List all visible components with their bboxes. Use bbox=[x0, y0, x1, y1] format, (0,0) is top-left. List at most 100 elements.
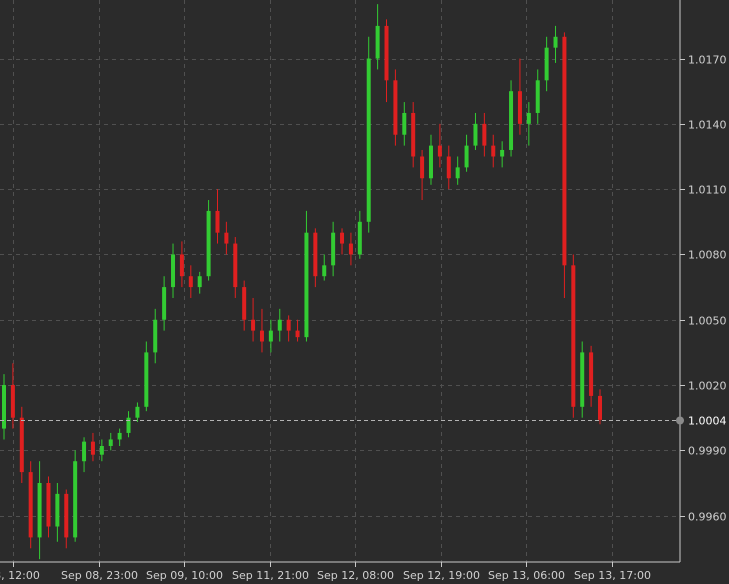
candle bbox=[598, 389, 602, 425]
candle-body bbox=[10, 385, 15, 418]
candle-body bbox=[420, 156, 425, 179]
candle-body bbox=[304, 232, 309, 338]
candle bbox=[428, 134, 433, 185]
candle bbox=[295, 319, 300, 342]
candle-body bbox=[37, 482, 42, 538]
candle-body bbox=[402, 112, 407, 135]
candle-body bbox=[286, 319, 291, 331]
candle bbox=[446, 145, 451, 190]
candle bbox=[366, 36, 371, 233]
candle-body bbox=[544, 47, 549, 81]
candle-body bbox=[598, 395, 602, 420]
y-tick-label: 1.0170 bbox=[688, 54, 727, 67]
candle-body bbox=[589, 352, 594, 396]
candle-body bbox=[259, 330, 264, 342]
candle-body bbox=[455, 167, 460, 179]
candle-body bbox=[171, 254, 176, 288]
candle bbox=[259, 308, 264, 353]
x-tick-label: Sep 12, 19:00 bbox=[403, 569, 480, 582]
candle-body bbox=[473, 123, 478, 146]
candle bbox=[135, 402, 140, 423]
candle-body bbox=[90, 441, 95, 455]
candle bbox=[242, 280, 247, 331]
candle bbox=[233, 237, 238, 298]
candle bbox=[437, 123, 442, 168]
candle bbox=[10, 363, 15, 429]
candle-body bbox=[268, 330, 273, 342]
candle bbox=[126, 411, 131, 438]
candle-body bbox=[82, 441, 87, 462]
candle-body bbox=[144, 352, 149, 407]
candle-body bbox=[126, 417, 131, 433]
candle bbox=[384, 19, 389, 103]
x-axis-ticks: 08, 12:00 Sep 08, 23:00 Sep 09, 10:00 Sep 1… bbox=[0, 562, 651, 582]
candle bbox=[37, 461, 42, 560]
candle bbox=[171, 243, 176, 298]
candle-body bbox=[73, 461, 78, 538]
candle bbox=[526, 102, 531, 146]
candle-body bbox=[580, 352, 585, 407]
candle bbox=[482, 112, 487, 157]
candle bbox=[144, 341, 149, 412]
candle bbox=[509, 80, 514, 157]
x-tick-label: Sep 13, 06:00 bbox=[488, 569, 565, 582]
candle-body bbox=[517, 91, 522, 124]
candle-body bbox=[562, 36, 567, 266]
candle-body bbox=[366, 58, 371, 222]
y-tick-label: 1.0140 bbox=[688, 119, 727, 132]
candle bbox=[19, 406, 24, 483]
candle-body bbox=[393, 80, 398, 135]
candle bbox=[473, 112, 478, 150]
candle bbox=[313, 228, 318, 288]
candle bbox=[28, 461, 33, 549]
candle-body bbox=[206, 210, 211, 277]
y-tick-label: 1.0080 bbox=[688, 249, 727, 262]
candle-body bbox=[553, 36, 558, 48]
y-tick-label: 0.9990 bbox=[688, 445, 727, 458]
candle bbox=[553, 25, 558, 63]
x-tick-label: Sep 11, 21:00 bbox=[232, 569, 309, 582]
candle bbox=[82, 437, 87, 473]
candle bbox=[197, 271, 202, 294]
candle-body bbox=[348, 243, 353, 255]
candles bbox=[2, 4, 602, 560]
candle bbox=[580, 341, 585, 418]
candle-body bbox=[340, 232, 345, 244]
candle-body bbox=[482, 123, 487, 146]
candle bbox=[340, 228, 345, 255]
candle-body bbox=[464, 145, 469, 168]
y-tick-label: 1.0020 bbox=[688, 380, 727, 393]
candle-body bbox=[224, 232, 229, 244]
candle bbox=[55, 482, 60, 542]
candle bbox=[348, 232, 353, 266]
candle-body bbox=[19, 417, 24, 473]
candle bbox=[393, 69, 398, 146]
candle-body bbox=[242, 287, 247, 320]
candle bbox=[277, 308, 282, 342]
candle-body bbox=[375, 25, 380, 59]
candle bbox=[64, 489, 69, 549]
y-tick-label: 1.0050 bbox=[688, 315, 727, 328]
candle bbox=[90, 432, 95, 462]
candle bbox=[491, 134, 496, 168]
current-price-label: 1.0004 bbox=[688, 415, 727, 428]
candle bbox=[322, 254, 327, 281]
candle-body bbox=[384, 25, 389, 81]
candle bbox=[517, 58, 522, 135]
y-axis-ticks: 0.9960 0.9990 1.0020 1.0050 1.0080 1.0110 1.01… bbox=[680, 54, 727, 524]
candle-body bbox=[55, 493, 60, 527]
candle-body bbox=[179, 254, 184, 277]
candle bbox=[162, 276, 167, 331]
candle-body bbox=[357, 221, 362, 255]
candle bbox=[375, 4, 380, 70]
candle bbox=[411, 102, 416, 168]
candle-body bbox=[277, 319, 282, 331]
candle-body bbox=[437, 145, 442, 157]
candle bbox=[420, 149, 425, 201]
candle bbox=[153, 308, 158, 364]
candle bbox=[304, 210, 309, 342]
candle-body bbox=[108, 439, 113, 446]
candle-body bbox=[571, 265, 576, 407]
x-tick-label: Sep 13, 17:00 bbox=[574, 569, 651, 582]
